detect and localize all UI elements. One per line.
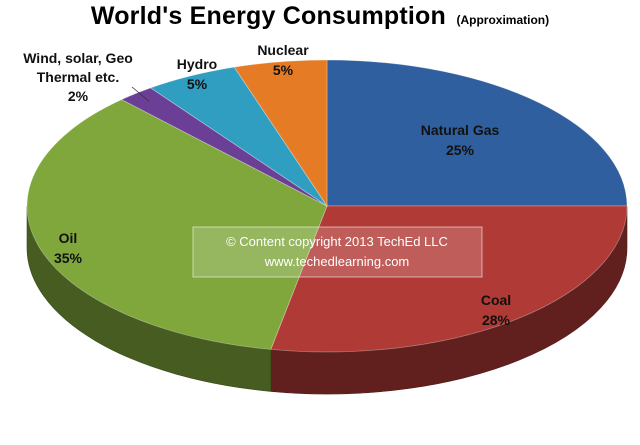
chart-title-row: World's Energy Consumption (Approximatio… bbox=[0, 2, 640, 31]
slice-oil bbox=[26, 99, 328, 350]
slice-nuclear bbox=[233, 59, 328, 208]
slice-natural-gas bbox=[326, 59, 628, 207]
slice-label-coal: Coal 28% bbox=[481, 292, 511, 328]
chart-title: World's Energy Consumption bbox=[90, 2, 446, 30]
slice-hydro bbox=[149, 66, 328, 207]
slice-label-hydro: Hydro 5% bbox=[177, 56, 217, 92]
slice-label-wind-solar-geo-thermal-etc: Wind, solar, Geo Thermal etc. 2% bbox=[23, 50, 133, 104]
copyright-watermark: © Content copyright 2013 TechEd LLC www.… bbox=[192, 226, 483, 278]
slice-coal bbox=[270, 205, 628, 353]
slice-label-nuclear: Nuclear 5% bbox=[257, 42, 309, 78]
copyright-text: © Content copyright 2013 TechEd LLC bbox=[226, 234, 448, 249]
slice-label-natural-gas: Natural Gas 25% bbox=[421, 122, 500, 158]
pie-tops bbox=[26, 59, 628, 353]
chart-subtitle: (Approximation) bbox=[456, 13, 550, 27]
slice-wind-solar-geo-thermal-etc bbox=[120, 87, 328, 207]
slice-label-oil: Oil 35% bbox=[54, 230, 83, 266]
leader-line-wind bbox=[131, 86, 150, 102]
website-text: www.techedlearning.com bbox=[264, 254, 410, 269]
slice-labels: Natural Gas 25% Coal 28% Oil 35% Wind, solar, … bbox=[23, 42, 511, 328]
